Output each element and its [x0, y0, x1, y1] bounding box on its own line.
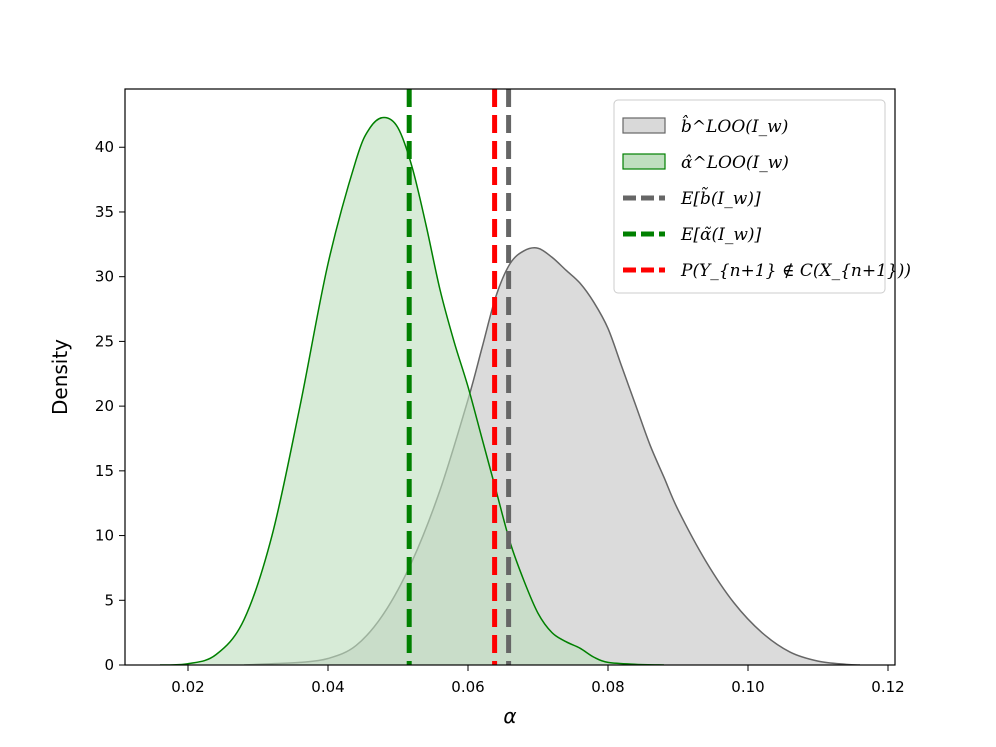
y-axis-title: Density	[48, 339, 72, 415]
x-tick-label: 0.10	[731, 678, 764, 696]
legend: b̂^LOO(I_w) α̂^LOO(I_w) E[b̃(I_w)] E[α̃(I_w…	[613, 99, 911, 294]
x-tick-label: 0.02	[171, 678, 204, 696]
x-tick-label: 0.06	[451, 678, 484, 696]
legend-label-0: b̂^LOO(I_w)	[681, 115, 788, 137]
legend-label-1: α̂^LOO(I_w)	[681, 153, 789, 173]
legend-box	[613, 99, 886, 294]
x-axis-title: α	[503, 704, 516, 728]
legend-label-2: E[b̃(I_w)]	[680, 187, 761, 209]
y-tick-label: 25	[95, 332, 114, 350]
legend-label-3: E[α̃(I_w)]	[680, 225, 762, 245]
y-tick-label: 10	[95, 527, 114, 545]
y-tick-label: 0	[104, 656, 114, 674]
y-tick-label: 35	[95, 203, 114, 221]
x-axis-ticks: 0.02 0.04 0.06 0.08 0.10 0.12	[171, 665, 905, 696]
y-tick-label: 5	[104, 591, 114, 609]
y-axis-ticks: 0 5 10 15 20 25 30 35 40	[95, 138, 125, 674]
legend-patch-0	[622, 117, 666, 134]
y-tick-label: 20	[95, 397, 114, 415]
x-tick-label: 0.08	[591, 678, 624, 696]
vertical-lines	[406, 89, 512, 665]
x-tick-label: 0.04	[311, 678, 344, 696]
plot-frame	[124, 88, 896, 666]
legend-patch-1	[622, 153, 666, 170]
density-line-1	[159, 116, 665, 665]
y-tick-label: 15	[95, 462, 114, 480]
y-tick-label: 30	[95, 268, 114, 286]
y-tick-label: 40	[95, 138, 114, 156]
density-areas	[159, 116, 861, 665]
x-tick-label: 0.12	[871, 678, 904, 696]
density-fill-1	[160, 117, 664, 665]
density-fill-0	[244, 247, 860, 665]
legend-label-4: P(Y_{n+1} ∉ C(X_{n+1}))	[680, 261, 911, 281]
